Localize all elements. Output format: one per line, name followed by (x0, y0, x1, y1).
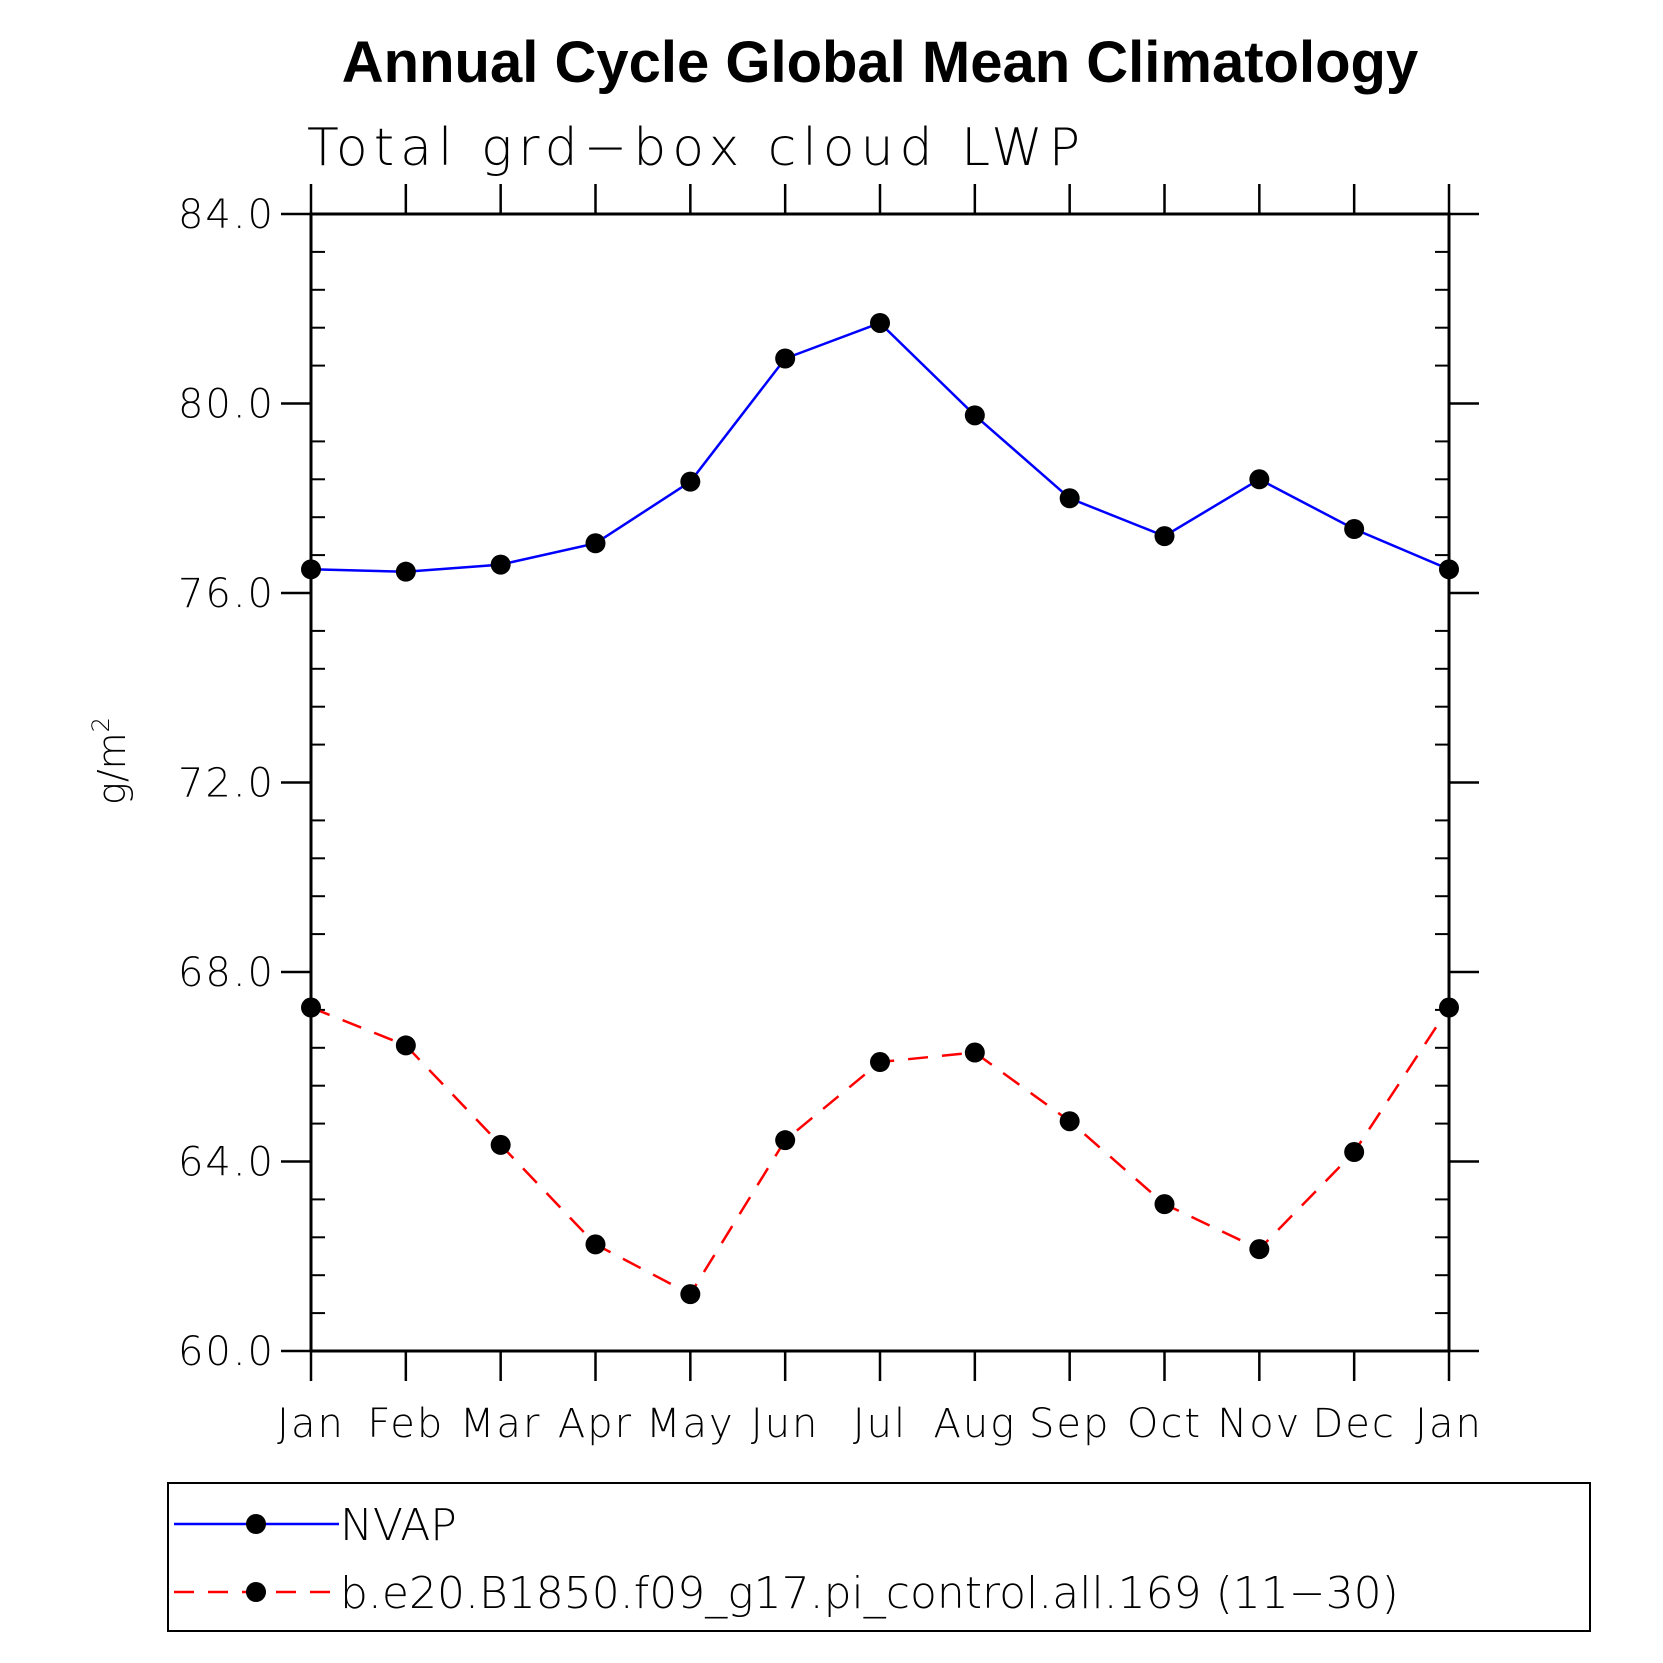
series-line-0 (310, 321, 1450, 573)
plot-frame (309, 212, 1451, 1353)
data-point-1-7 (964, 1042, 985, 1063)
x-tick-label: Jun (751, 1401, 820, 1447)
x-tick-label: Dec (1312, 1401, 1395, 1447)
svg-text:g/m2: g/m2 (87, 717, 134, 805)
y-axis-title: g/m2 (87, 717, 134, 805)
data-point-0-10 (1249, 469, 1270, 490)
legend-marker-nvap (246, 1514, 266, 1534)
series-layer (301, 312, 1459, 1305)
data-point-1-5 (775, 1130, 796, 1151)
data-point-0-4 (680, 471, 701, 492)
data-point-0-2 (490, 554, 511, 575)
x-tick-label: Nov (1217, 1401, 1301, 1447)
series-line-1 (310, 1006, 1451, 1296)
chart-title: Annual Cycle Global Mean Climatology (342, 30, 1418, 95)
data-point-0-1 (395, 561, 416, 582)
y-tick-label: 68.0 (178, 950, 275, 996)
data-point-1-11 (1344, 1142, 1365, 1163)
data-point-0-3 (585, 533, 606, 554)
y-axis-label: g/m (90, 732, 134, 805)
y-tick-label: 60.0 (178, 1329, 275, 1375)
data-point-1-1 (395, 1035, 416, 1056)
legend-box (167, 1482, 1591, 1632)
data-point-0-5 (775, 348, 796, 369)
x-tick-label: Sep (1029, 1401, 1110, 1447)
data-point-1-2 (490, 1134, 511, 1155)
x-tick-label: Aug (933, 1401, 1016, 1447)
x-tick-label: May (646, 1401, 735, 1447)
legend-label-nvap: NVAP (340, 1500, 457, 1551)
x-tick-label: Jan (277, 1401, 345, 1447)
legend-marker-model (246, 1582, 266, 1602)
data-point-1-10 (1249, 1239, 1270, 1260)
x-tick-label: Feb (367, 1401, 444, 1447)
y-tick-label: 72.0 (178, 761, 275, 807)
axis-ticks (281, 184, 1479, 1381)
x-tick-label: Oct (1127, 1401, 1202, 1447)
legend-label-model: b.e20.B1850.f09_g17.pi_control.all.169 (… (340, 1568, 1399, 1619)
data-point-0-9 (1154, 526, 1175, 547)
data-point-1-3 (585, 1234, 606, 1255)
data-point-1-8 (1059, 1111, 1080, 1132)
x-tick-label: Mar (460, 1401, 541, 1447)
x-tick-labels: Jan Feb Mar Apr May Jun Jul Aug Sep Oct Nov Dec Jan (277, 1401, 1483, 1447)
y-tick-label: 64.0 (178, 1140, 275, 1186)
data-point-1-6 (870, 1052, 890, 1073)
x-tick-label: Jul (853, 1401, 907, 1447)
data-point-1-4 (680, 1284, 701, 1305)
data-point-1-9 (1154, 1194, 1175, 1215)
y-tick-label: 84.0 (178, 192, 275, 238)
data-point-0-8 (1059, 488, 1080, 509)
y-tick-labels: 60.0 64.0 68.0 72.0 76.0 80.0 84.0 (178, 192, 275, 1375)
y-tick-label: 80.0 (178, 382, 275, 428)
y-tick-label: 76.0 (178, 571, 275, 617)
data-point-0-7 (964, 405, 985, 426)
x-tick-label: Jan (1415, 1401, 1483, 1447)
legend: NVAP b.e20.B1850.f09_g17.pi_control.all.… (167, 1482, 1591, 1632)
chart-subtitle: Total grd−box cloud LWP (307, 118, 1086, 178)
x-tick-label: Apr (558, 1401, 633, 1447)
y-axis-label-superscript: 2 (87, 717, 115, 732)
data-point-0-6 (870, 312, 890, 333)
data-point-0-11 (1344, 519, 1365, 540)
